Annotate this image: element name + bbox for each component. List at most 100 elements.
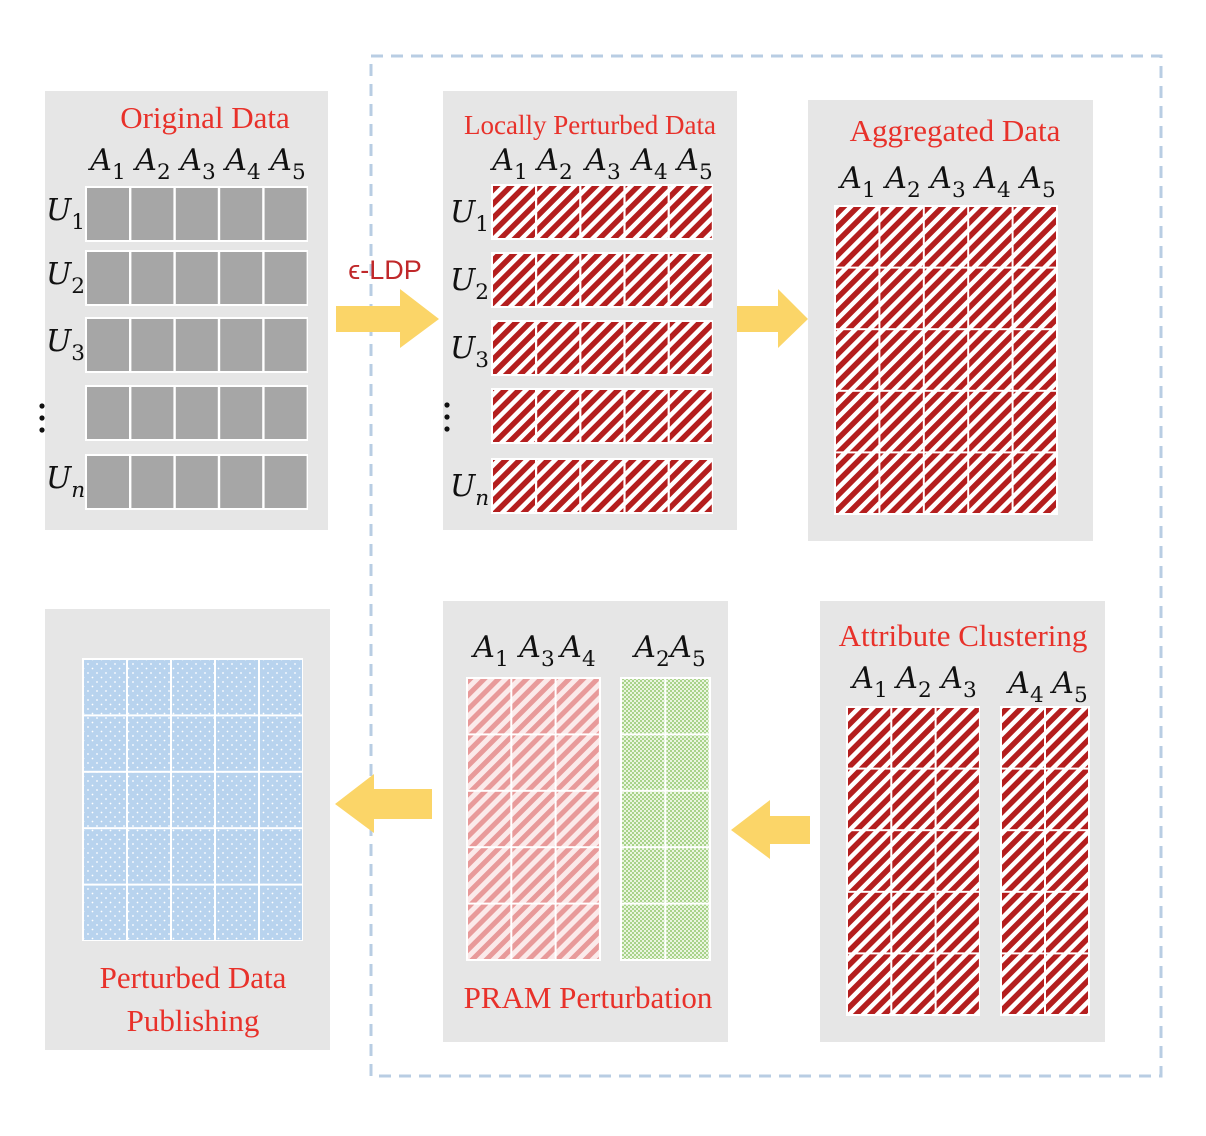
table-cell <box>512 848 555 903</box>
table-cell <box>622 791 665 847</box>
attribute-header: A2 <box>631 630 669 672</box>
attribute-header: A4 <box>1005 666 1043 708</box>
vertical-ellipsis-icon <box>39 403 45 433</box>
table-cell <box>836 268 879 329</box>
attribute-header: A5 <box>667 630 705 672</box>
table-cell <box>216 829 258 884</box>
table-cell <box>625 254 668 306</box>
table-cell <box>128 885 170 940</box>
attribute-header: A4 <box>222 143 260 185</box>
user-row <box>491 184 713 240</box>
table-cell <box>260 829 302 884</box>
table-cell <box>220 456 263 508</box>
table-cell <box>581 390 624 442</box>
table-cell <box>836 391 879 452</box>
table-cell <box>622 679 665 734</box>
user-row <box>491 252 713 308</box>
table-cell <box>468 679 511 734</box>
arrow-left-icon <box>335 774 432 833</box>
table-cell <box>1002 708 1044 768</box>
table-cell <box>666 848 709 903</box>
table-cell <box>924 268 968 329</box>
table-cell <box>220 387 263 439</box>
table-cell <box>666 791 709 847</box>
table-cell <box>537 322 580 374</box>
attribute-header: A5 <box>674 143 712 185</box>
table-cell <box>128 660 170 715</box>
table-cell <box>512 679 555 734</box>
attribute-header: A5 <box>1017 161 1055 203</box>
table-cell <box>537 254 580 306</box>
table-cell <box>848 892 891 953</box>
table-cell <box>131 319 174 371</box>
table-cell <box>84 716 126 771</box>
table-cell <box>880 207 923 267</box>
table-cell <box>493 322 535 374</box>
table-cell <box>1046 708 1088 768</box>
table-cell <box>625 186 668 238</box>
table-cell <box>493 254 535 306</box>
table-cell <box>892 769 935 830</box>
table-cell <box>936 769 979 830</box>
table-cell <box>175 188 218 240</box>
attribute-header: A1 <box>470 630 508 672</box>
table-cell <box>1002 954 1044 1014</box>
table-cell <box>87 387 129 439</box>
table-cell <box>924 453 968 513</box>
table-cell <box>1002 892 1044 953</box>
user-row <box>85 186 308 242</box>
table-cell <box>172 660 214 715</box>
table-cell <box>1013 207 1056 267</box>
arrow-left-icon <box>731 800 810 859</box>
attribute-header: A3 <box>177 143 215 185</box>
table-cell <box>264 319 307 371</box>
pram-title: PRAM Perturbation <box>464 980 713 1015</box>
table-cell <box>1002 769 1044 830</box>
table-cell <box>468 735 511 790</box>
table-cell <box>556 679 599 734</box>
table-cell <box>512 735 555 790</box>
table-cell <box>493 460 535 512</box>
table-cell <box>468 904 511 959</box>
table-cell <box>172 829 214 884</box>
attribute-header: A4 <box>972 161 1010 203</box>
ldp-boundary <box>369 54 1163 1078</box>
pram-group-1-table <box>468 679 599 959</box>
table-cell <box>172 772 214 828</box>
table-cell <box>175 456 218 508</box>
table-cell <box>892 954 935 1014</box>
vertical-ellipsis-icon <box>444 402 450 432</box>
table-cell <box>84 772 126 828</box>
table-cell <box>1013 391 1056 452</box>
table-cell <box>128 716 170 771</box>
table-cell <box>216 885 258 940</box>
table-cell <box>1013 330 1056 390</box>
table-cell <box>84 885 126 940</box>
attribute-header: A4 <box>629 143 667 185</box>
table-cell <box>836 207 879 267</box>
table-cell <box>264 188 307 240</box>
locally-perturbed-title: Locally Perturbed Data <box>464 110 716 140</box>
table-cell <box>581 254 624 306</box>
table-cell <box>260 660 302 715</box>
table-cell <box>969 330 1012 390</box>
table-cell <box>264 252 307 304</box>
table-cell <box>260 885 302 940</box>
user-row <box>85 317 308 373</box>
attribute-header: A5 <box>267 143 305 185</box>
table-cell <box>468 791 511 847</box>
table-cell <box>622 848 665 903</box>
table-cell <box>969 391 1012 452</box>
table-cell <box>172 716 214 771</box>
table-cell <box>131 188 174 240</box>
table-cell <box>493 186 535 238</box>
table-cell <box>128 772 170 828</box>
attribute-header: A2 <box>893 661 931 703</box>
table-cell <box>892 892 935 953</box>
table-cell <box>625 390 668 442</box>
table-cell <box>556 904 599 959</box>
pram-group-2-table <box>622 679 709 959</box>
table-cell <box>848 769 891 830</box>
table-cell <box>936 831 979 891</box>
attribute-header: A1 <box>837 161 875 203</box>
